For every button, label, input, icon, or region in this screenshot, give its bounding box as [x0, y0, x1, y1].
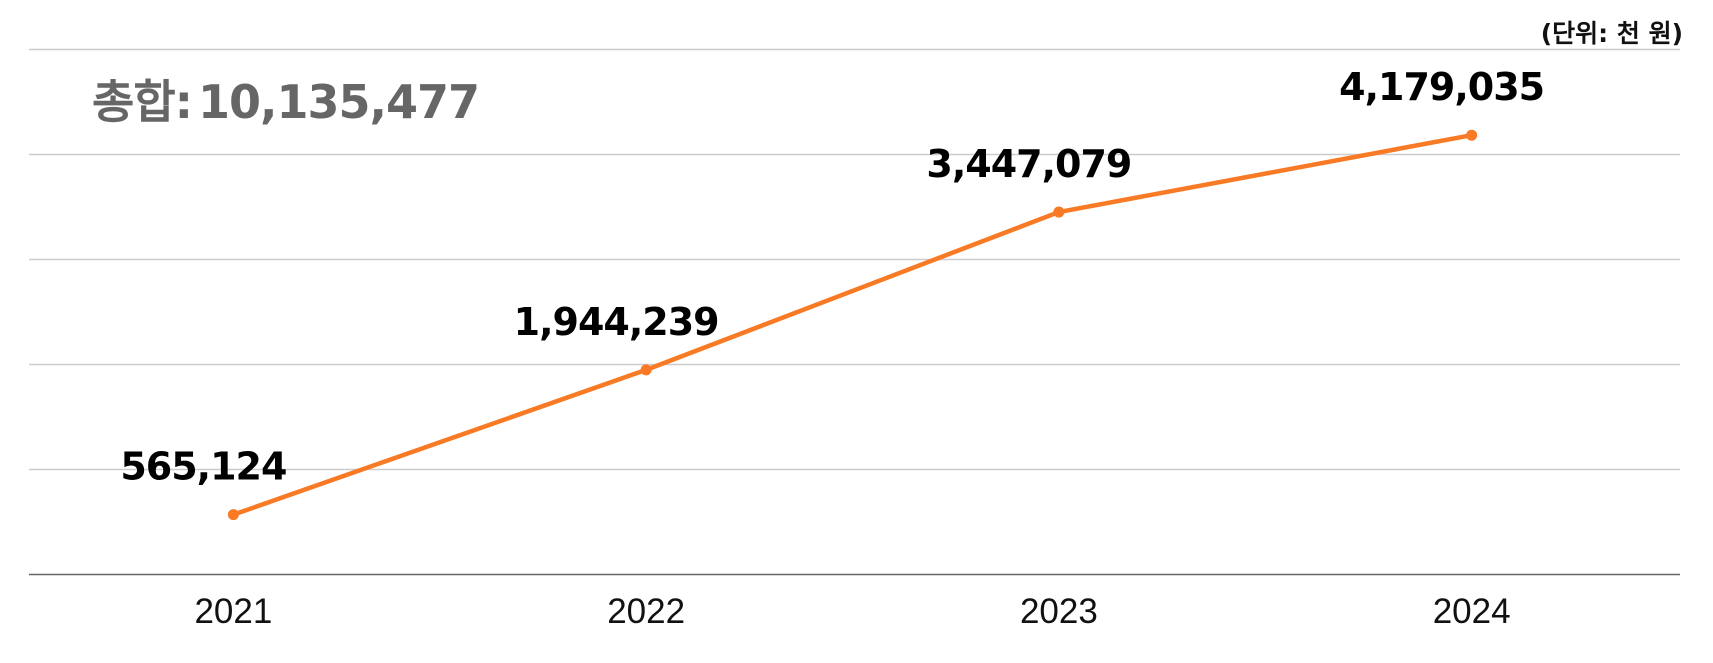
x-axis-labels: 2021 2022 2023 2024: [194, 592, 1510, 631]
x-tick-2024: 2024: [1433, 592, 1511, 631]
data-point-2024: [1466, 129, 1478, 141]
series-line: [232, 132, 1473, 517]
unit-label: (단위: 천 원): [1540, 19, 1683, 48]
gridlines: [29, 48, 1680, 471]
data-label-2022: 1,944,239: [514, 300, 719, 344]
data-point-2023: [1053, 206, 1065, 218]
data-label-2024: 4,179,035: [1339, 65, 1544, 109]
x-tick-2023: 2023: [1020, 592, 1098, 631]
x-tick-2021: 2021: [194, 592, 272, 631]
data-points: [227, 129, 1478, 521]
data-label-2023: 3,447,079: [926, 142, 1131, 186]
data-labels: 565,124 1,944,239 3,447,079 4,179,035: [120, 65, 1545, 489]
x-tick-2022: 2022: [607, 592, 685, 631]
data-point-2021: [227, 509, 239, 521]
total-summary: 총합: 10,135,477: [92, 66, 480, 132]
total-label: 총합:: [92, 75, 193, 129]
total-value: 10,135,477: [198, 75, 480, 129]
data-point-2022: [640, 364, 652, 376]
data-label-2021: 565,124: [120, 445, 286, 489]
